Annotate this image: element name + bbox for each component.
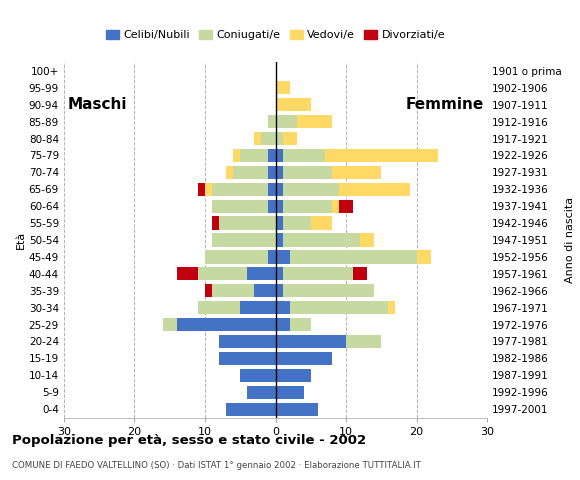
Bar (276, 385, 304, 399)
Bar (289, 301, 389, 314)
Bar (205, 284, 212, 297)
Bar (332, 166, 382, 179)
Bar (177, 318, 276, 331)
Bar (276, 352, 332, 365)
Bar (311, 216, 332, 230)
Bar (282, 200, 332, 213)
Bar (198, 301, 240, 314)
Y-axis label: Anno di nascita: Anno di nascita (564, 197, 575, 283)
Bar (198, 183, 205, 196)
Bar (269, 200, 276, 213)
Bar (276, 200, 282, 213)
Bar (276, 233, 282, 247)
Bar (162, 318, 177, 331)
Bar (276, 216, 282, 230)
Bar (276, 318, 289, 331)
Bar (276, 267, 282, 280)
Bar (282, 183, 339, 196)
Bar (289, 318, 311, 331)
Y-axis label: Età: Età (16, 231, 26, 249)
Bar (282, 216, 311, 230)
Text: Popolazione per età, sesso e stato civile - 2002: Popolazione per età, sesso e stato civil… (12, 434, 366, 447)
Bar (254, 132, 262, 145)
Bar (212, 216, 219, 230)
Bar (212, 183, 269, 196)
Bar (353, 267, 367, 280)
Bar (269, 166, 276, 179)
Text: Maschi: Maschi (67, 97, 127, 112)
Bar (332, 200, 339, 213)
Bar (389, 301, 396, 314)
Bar (262, 132, 275, 145)
Bar (297, 115, 332, 128)
Bar (289, 250, 416, 264)
Bar (240, 369, 276, 382)
Bar (240, 301, 276, 314)
Bar (198, 267, 247, 280)
Bar (276, 166, 282, 179)
Bar (269, 149, 276, 162)
Bar (276, 183, 282, 196)
Text: Femmine: Femmine (405, 97, 484, 112)
Bar (276, 335, 346, 348)
Bar (416, 250, 431, 264)
Bar (276, 81, 289, 95)
Bar (247, 385, 276, 399)
Bar (254, 284, 276, 297)
Bar (226, 166, 233, 179)
Bar (360, 233, 374, 247)
Bar (282, 166, 332, 179)
Bar (282, 267, 353, 280)
Bar (282, 132, 297, 145)
Bar (276, 403, 318, 416)
Bar (233, 149, 240, 162)
Bar (226, 403, 276, 416)
Bar (282, 233, 360, 247)
Bar (276, 301, 289, 314)
Bar (212, 200, 269, 213)
Bar (276, 115, 297, 128)
Bar (276, 369, 311, 382)
Bar (276, 284, 282, 297)
Bar (219, 352, 276, 365)
Bar (269, 115, 276, 128)
Bar (282, 284, 374, 297)
Bar (212, 233, 276, 247)
Bar (247, 267, 276, 280)
Bar (325, 149, 438, 162)
Bar (276, 98, 311, 111)
Bar (339, 200, 353, 213)
Bar (339, 183, 409, 196)
Bar (240, 149, 269, 162)
Bar (212, 284, 254, 297)
Bar (219, 335, 276, 348)
Bar (346, 335, 382, 348)
Bar (233, 166, 269, 179)
Bar (276, 132, 282, 145)
Bar (276, 149, 282, 162)
Legend: Celibi/Nubili, Coniugati/e, Vedovi/e, Divorziati/e: Celibi/Nubili, Coniugati/e, Vedovi/e, Di… (101, 25, 450, 45)
Bar (219, 216, 276, 230)
Bar (269, 250, 276, 264)
Bar (276, 250, 289, 264)
Bar (269, 183, 276, 196)
Bar (282, 149, 325, 162)
Bar (177, 267, 198, 280)
Bar (205, 250, 269, 264)
Bar (205, 183, 212, 196)
Text: COMUNE DI FAEDO VALTELLINO (SO) · Dati ISTAT 1° gennaio 2002 · Elaborazione TUTT: COMUNE DI FAEDO VALTELLINO (SO) · Dati I… (12, 461, 420, 470)
